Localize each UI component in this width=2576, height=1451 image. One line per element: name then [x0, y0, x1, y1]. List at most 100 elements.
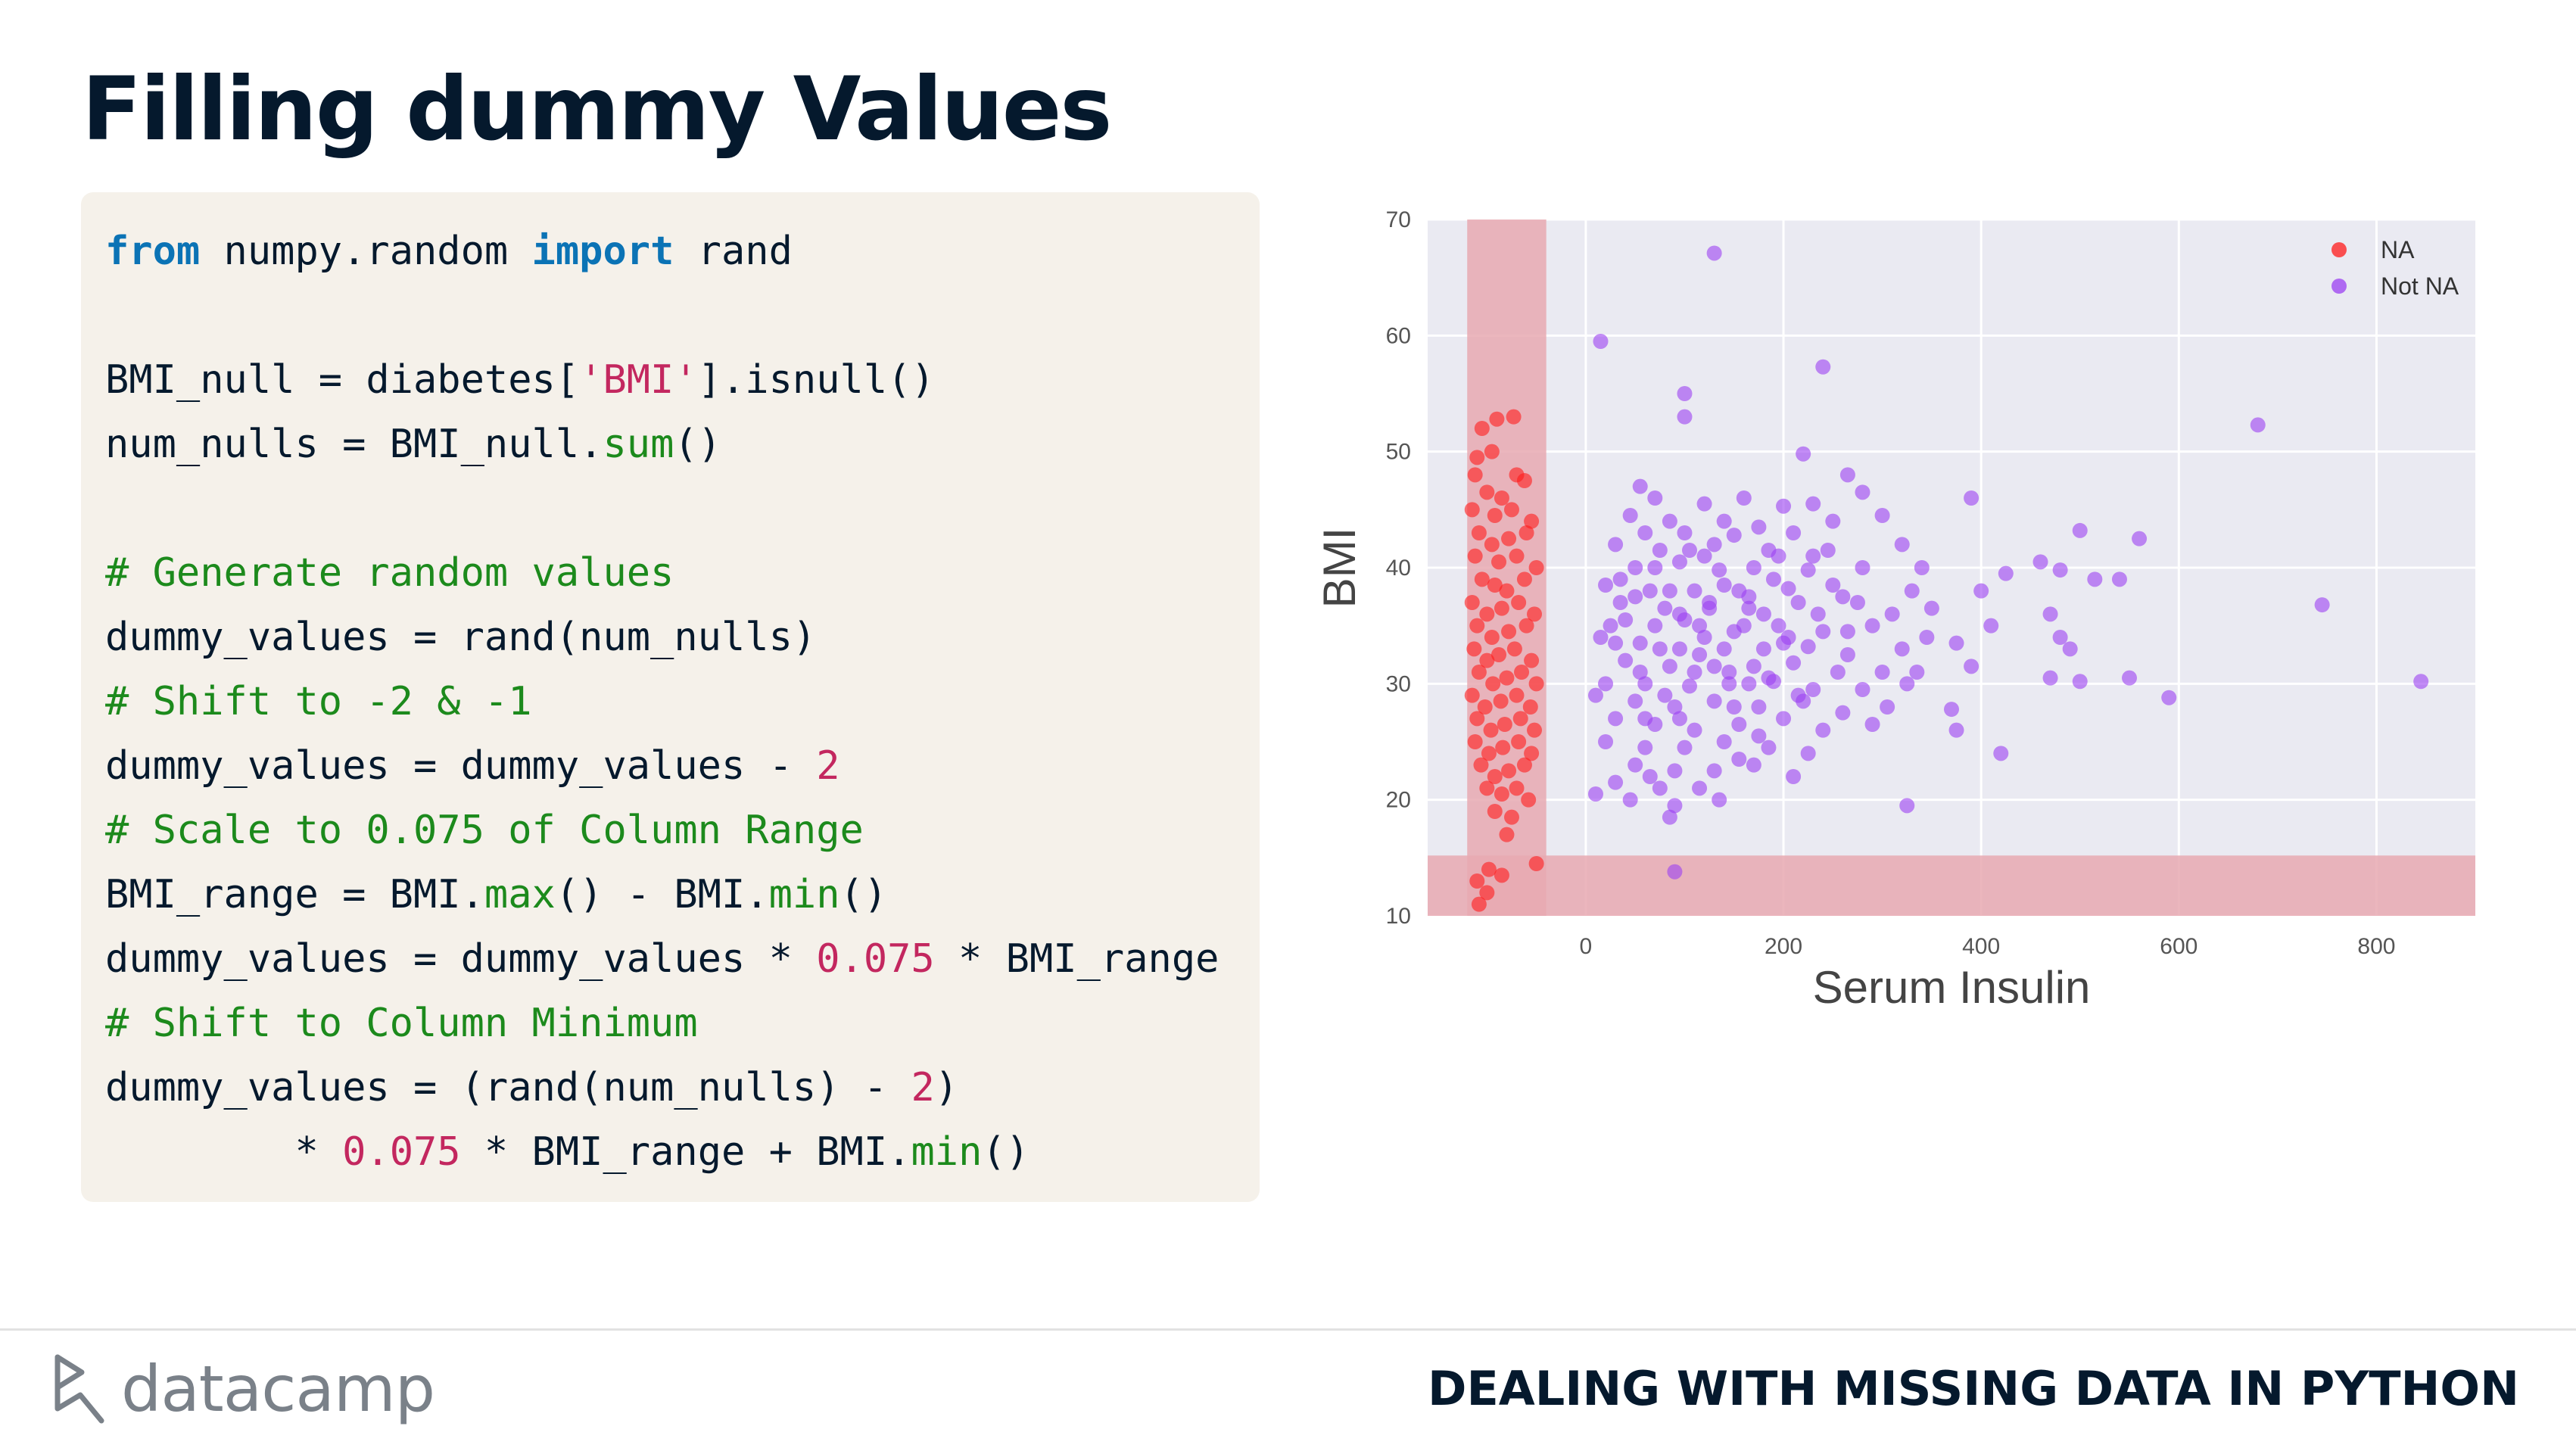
data-point	[1923, 600, 1939, 616]
data-point	[1497, 717, 1512, 732]
code-line: # Scale to 0.075 of Column Range	[105, 799, 1260, 863]
data-point	[1469, 711, 1485, 727]
data-point	[1864, 618, 1880, 634]
data-point	[1726, 528, 1742, 543]
data-point	[2413, 674, 2429, 690]
data-point	[1647, 490, 1663, 506]
code-token: () - BMI.	[555, 872, 769, 917]
data-point	[1815, 359, 1831, 375]
data-point	[1805, 682, 1821, 697]
data-point	[1839, 647, 1855, 662]
data-point	[2161, 690, 2177, 705]
code-token: dummy_values = (rand(num_nulls) -	[105, 1065, 911, 1110]
slide-title: Filling dummy Values	[82, 58, 1112, 160]
data-point	[1511, 595, 1527, 610]
code-token: 2	[816, 743, 840, 789]
data-point	[2052, 630, 2068, 645]
data-point	[1484, 537, 1500, 553]
data-point	[1731, 752, 1747, 767]
y-tick-label: 20	[1386, 788, 1411, 813]
data-point	[1495, 740, 1511, 755]
data-point	[1493, 693, 1509, 709]
data-point	[1467, 734, 1483, 749]
data-point	[1622, 508, 1638, 523]
data-point	[1864, 717, 1880, 732]
y-tick-label: 50	[1386, 440, 1411, 465]
legend-marker	[2331, 279, 2347, 294]
data-point	[1608, 774, 1624, 790]
code-token: rand	[674, 229, 793, 274]
data-point	[1491, 647, 1507, 662]
footer-divider	[0, 1328, 2576, 1331]
data-point	[1800, 639, 1816, 655]
data-point	[1849, 595, 1865, 610]
code-token: dummy_values = rand(num_nulls)	[105, 615, 817, 660]
code-token: sum	[603, 422, 674, 467]
code-line: num_nulls = BMI_null.sum()	[105, 413, 1260, 477]
data-point	[1696, 496, 1712, 512]
data-point	[1652, 641, 1668, 657]
code-token: * BMI_range + BMI.	[460, 1129, 911, 1175]
data-point	[1642, 583, 1658, 599]
data-point	[1839, 467, 1855, 483]
data-point	[1815, 624, 1831, 640]
code-token: BMI_null = diabetes[	[105, 357, 580, 403]
y-tick-label: 40	[1386, 556, 1411, 581]
data-point	[1477, 699, 1493, 715]
code-line	[105, 477, 1260, 541]
data-point	[1761, 670, 1777, 686]
data-point	[1612, 595, 1628, 610]
data-point	[1608, 537, 1624, 553]
data-point	[1637, 740, 1653, 755]
data-point	[1751, 728, 1767, 744]
data-point	[1652, 543, 1668, 558]
data-point	[1642, 769, 1658, 784]
code-line: * 0.075 * BMI_range + BMI.min()	[105, 1120, 1260, 1185]
data-point	[1491, 554, 1507, 570]
code-line: BMI_range = BMI.max() - BMI.min()	[105, 863, 1260, 927]
data-point	[1696, 630, 1712, 645]
data-point	[1983, 618, 1999, 634]
data-point	[1494, 490, 1509, 506]
data-point	[1528, 856, 1544, 871]
code-token: 0.075	[816, 936, 935, 982]
data-point	[2111, 571, 2127, 587]
data-point	[1706, 245, 1722, 261]
data-point	[1790, 687, 1806, 703]
data-point	[1662, 513, 1677, 529]
code-line: dummy_values = dummy_values - 2	[105, 734, 1260, 799]
code-token: )	[934, 1065, 959, 1110]
data-point	[1499, 583, 1515, 599]
data-point	[1880, 699, 1895, 715]
data-point	[1487, 578, 1503, 593]
data-point	[1874, 665, 1890, 680]
data-point	[1786, 655, 1802, 671]
data-point	[1899, 798, 1915, 814]
code-line: # Generate random values	[105, 541, 1260, 606]
data-point	[1521, 792, 1537, 808]
series-na	[1464, 409, 1544, 912]
code-token: # Scale to 0.075 of Column Range	[105, 808, 864, 853]
data-point	[1964, 659, 1980, 674]
data-point	[1731, 717, 1747, 732]
data-point	[2062, 641, 2078, 657]
data-point	[1825, 513, 1841, 529]
data-point	[1612, 571, 1628, 587]
legend-label: NA	[2381, 236, 2415, 263]
code-token: dummy_values = dummy_values -	[105, 743, 817, 789]
code-line: # Shift to Column Minimum	[105, 992, 1260, 1056]
data-point	[1687, 665, 1702, 680]
data-point	[1687, 583, 1702, 599]
data-point	[1855, 682, 1870, 697]
data-point	[1471, 525, 1487, 540]
data-point	[1603, 618, 1618, 634]
data-point	[1746, 757, 1761, 773]
code-token: min	[911, 1129, 983, 1175]
data-point	[1524, 652, 1540, 668]
data-point	[1483, 722, 1499, 738]
data-point	[1667, 864, 1683, 880]
data-point	[1618, 652, 1634, 668]
data-point	[1516, 473, 1532, 488]
data-point	[1657, 600, 1673, 616]
data-point	[1820, 543, 1836, 558]
